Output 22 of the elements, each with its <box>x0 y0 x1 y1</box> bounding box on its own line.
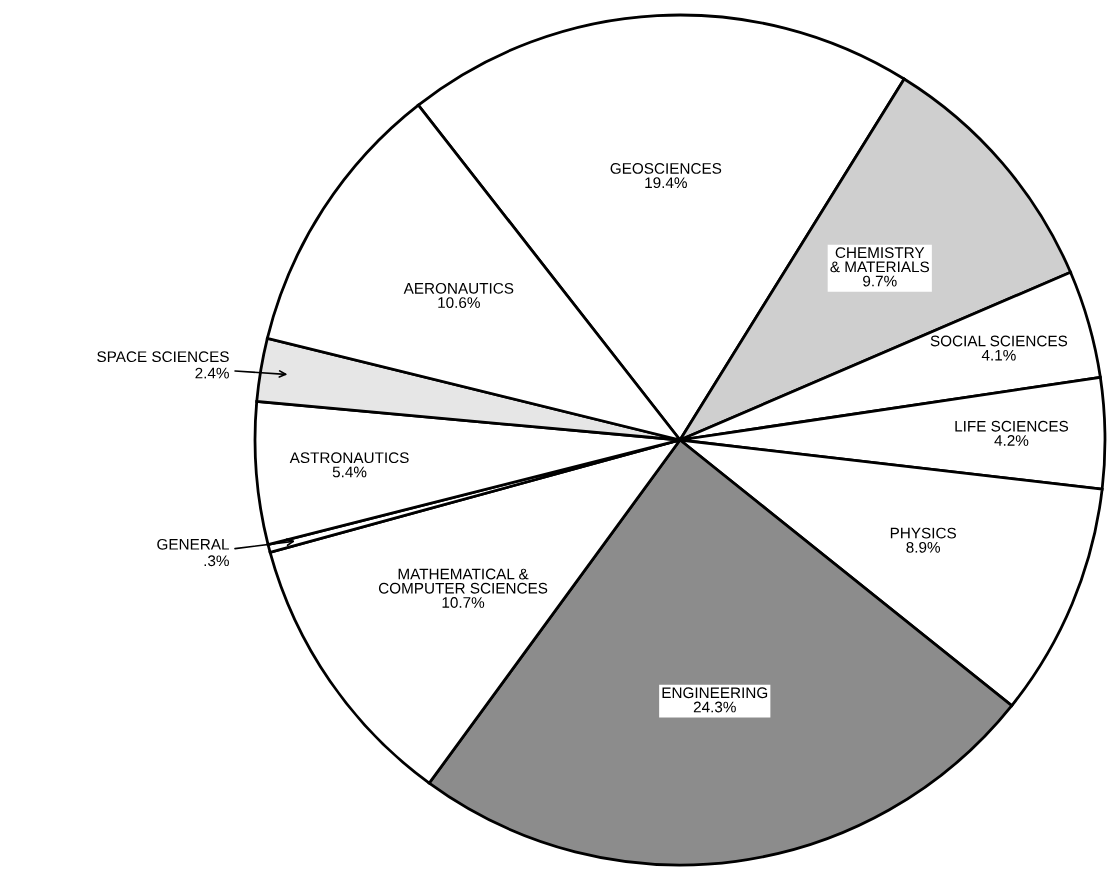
data-label: 4.2% <box>994 435 1029 446</box>
data-label: 8.9% <box>906 541 941 553</box>
data-label: .3% <box>204 555 229 567</box>
slice-label: PHYSICS <box>890 527 956 539</box>
data-label: 24.3% <box>693 701 736 713</box>
slice-label: AERONAUTICS <box>403 282 514 294</box>
data-label: 10.6% <box>438 297 480 309</box>
data-label: 19.4% <box>645 177 687 189</box>
data-label: 10.7% <box>442 597 485 608</box>
slice-label: MATHEMATICAL & COMPUTER SCIENCES <box>378 568 548 594</box>
slice-label: ASTRONAUTICS <box>289 452 409 464</box>
data-label: 5.4% <box>332 466 367 478</box>
slice-label: ENGINEERING <box>662 687 768 699</box>
data-label: 2.4% <box>195 367 229 379</box>
data-label: 9.7% <box>863 275 897 287</box>
data-label: 4.1% <box>981 349 1016 361</box>
slice-label: SOCIAL SCIENCES <box>930 335 1068 347</box>
slice-label: SPACE SCIENCES <box>97 351 229 363</box>
slice-label: GEOSCIENCES <box>610 163 722 174</box>
slice-label: GENERAL <box>157 538 229 550</box>
slice-label: CHEMISTRY & MATERIALS <box>830 247 930 273</box>
slice-label: LIFE SCIENCES <box>955 420 1069 432</box>
